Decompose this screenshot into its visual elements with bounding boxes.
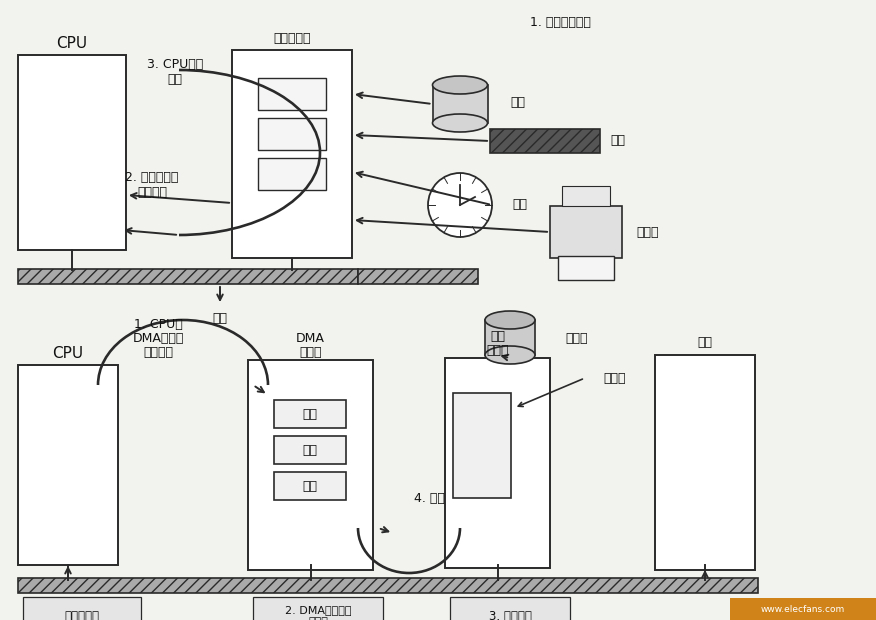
Text: 3. CPU响应
中断: 3. CPU响应 中断 [147,58,203,86]
Bar [485,320,535,355]
Ellipse shape [485,311,535,329]
Bar [450,597,570,620]
Bar [232,50,352,258]
Text: www.elecfans.com: www.elecfans.com [761,604,845,614]
Text: 内存: 内存 [697,337,712,350]
Bar [562,186,610,206]
Text: 时钟: 时钟 [512,198,527,211]
Bar [253,597,383,620]
Text: 进行编程: 进行编程 [143,345,173,358]
Bar [274,400,346,428]
Text: 4. 应答: 4. 应答 [413,492,444,505]
Bar [490,129,600,153]
Bar [730,598,876,620]
Text: CPU: CPU [56,35,88,50]
Text: 完成时中断: 完成时中断 [65,609,100,620]
Text: 控制器: 控制器 [300,345,321,358]
Text: 控制: 控制 [302,479,317,492]
Text: 磁盘: 磁盘 [490,329,505,342]
Text: 3. 数据传送: 3. 数据传送 [489,609,532,620]
Bar [23,597,141,620]
Bar [18,55,126,250]
Ellipse shape [485,346,535,364]
Text: 计数: 计数 [302,443,317,456]
Text: DMA控制器: DMA控制器 [132,332,184,345]
Bar [358,269,478,284]
Text: 1. 设备完成工作: 1. 设备完成工作 [530,16,590,29]
Text: 打印机: 打印机 [636,226,659,239]
Bar [258,78,326,110]
Bar [453,393,511,498]
Ellipse shape [433,114,488,132]
Text: 地址: 地址 [302,407,317,420]
Bar [655,355,755,570]
Bar [433,85,488,123]
Text: 缓冲区: 缓冲区 [604,371,626,384]
Text: 2. DMA请求传送
到内存: 2. DMA请求传送 到内存 [285,605,351,620]
Text: 驱动器: 驱动器 [565,332,588,345]
Text: 总线: 总线 [213,311,228,324]
Text: CPU: CPU [53,345,83,360]
Text: 控制器: 控制器 [486,343,509,356]
Bar [258,118,326,150]
Bar [274,472,346,500]
Text: 1. CPU对: 1. CPU对 [134,317,182,330]
Bar [558,256,614,280]
Bar [550,206,622,258]
Text: DMA: DMA [296,332,325,345]
Bar [18,365,118,565]
Bar [248,360,373,570]
Circle shape [428,173,492,237]
Bar [274,436,346,464]
Ellipse shape [433,76,488,94]
Bar [258,158,326,190]
Text: 2. 中断控制器
发出中断: 2. 中断控制器 发出中断 [125,171,179,199]
Text: 中断控制器: 中断控制器 [273,32,311,45]
Bar [445,358,550,568]
Text: 磁盘: 磁盘 [510,97,525,110]
Bar [18,269,358,284]
Text: 键盘: 键盘 [610,135,625,148]
Bar [18,578,758,593]
